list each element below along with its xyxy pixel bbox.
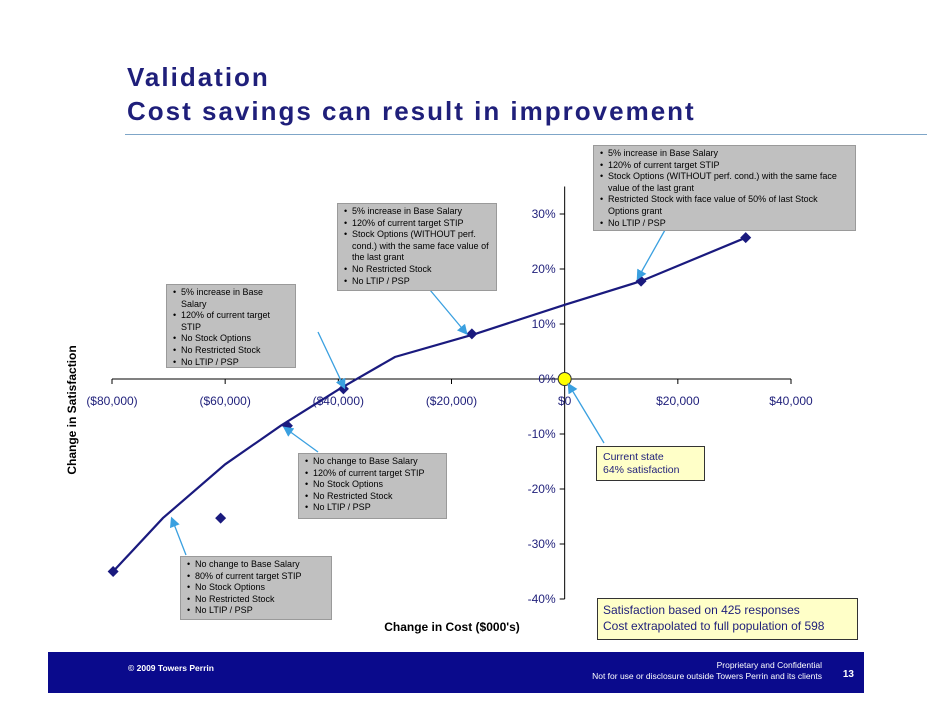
x-tick-label: ($20,000) [426, 394, 477, 408]
current-state-line-2: 64% satisfaction [603, 464, 680, 476]
callout-item: Stock Options (WITHOUT perf. cond.) with… [598, 171, 851, 194]
data-point-marker [215, 512, 227, 524]
footer-copyright: © 2009 Towers Perrin [128, 663, 214, 673]
x-tick-label: ($60,000) [199, 394, 250, 408]
callout-item: Stock Options (WITHOUT perf. cond.) with… [342, 229, 492, 264]
callout-item: No Restricted Stock [303, 491, 442, 503]
callout-item: No LTIP / PSP [342, 276, 492, 288]
x-tick-label: $20,000 [656, 394, 700, 408]
x-tick-label: $40,000 [769, 394, 813, 408]
y-tick-label: -10% [528, 427, 556, 441]
callout-arrow [282, 426, 319, 453]
data-point-marker [107, 566, 119, 577]
slide-title: Validation [127, 62, 270, 92]
callout-arrow [317, 331, 346, 390]
callout-item: 5% increase in Base Salary [342, 206, 492, 218]
callout-item: 5% increase in Base Salary [598, 148, 851, 160]
sample-note-line-2: Cost extrapolated to full population of … [603, 619, 825, 633]
data-point-marker [740, 232, 752, 244]
footer-bar: © 2009 Towers Perrin Proprietary and Con… [48, 652, 864, 693]
y-tick-label: -20% [528, 482, 556, 496]
y-axis-title: Change in Satisfaction [65, 345, 79, 474]
y-tick-label: 30% [532, 207, 556, 221]
callout-arrow [567, 382, 605, 444]
sample-note-line-1: Satisfaction based on 425 responses [603, 603, 800, 617]
y-tick-label: 20% [532, 262, 556, 276]
footer-confidentiality: Proprietary and Confidential Not for use… [592, 660, 822, 682]
callout-item: No change to Base Salary [185, 559, 327, 571]
callout-arrow [636, 229, 666, 281]
callout-item: 120% of current target STIP [342, 218, 492, 230]
callout-arrow [429, 289, 468, 335]
callout-item: 80% of current target STIP [185, 571, 327, 583]
callout-item: 120% of current target STIP [303, 468, 442, 480]
data-point-marker [466, 328, 478, 340]
confidential-line-2: Not for use or disclosure outside Towers… [592, 671, 822, 681]
slide-subtitle: Cost savings can result in improvement [127, 96, 696, 126]
y-tick-label: -30% [528, 537, 556, 551]
callout-item: No LTIP / PSP [303, 502, 442, 514]
callout-item: No LTIP / PSP [598, 218, 851, 230]
callout-item: No LTIP / PSP [171, 357, 291, 369]
callout-item: No Stock Options [303, 479, 442, 491]
callout-scenario-5: No change to Base Salary80% of current t… [180, 556, 332, 620]
y-tick-label: 10% [532, 317, 556, 331]
callout-item: 120% of current target STIP [598, 160, 851, 172]
callout-item: No change to Base Salary [303, 456, 442, 468]
current-state-marker [557, 372, 572, 386]
page-number: 13 [842, 669, 854, 680]
callout-item: No Restricted Stock [171, 345, 291, 357]
callout-arrow [169, 516, 187, 556]
callout-item: No Restricted Stock [185, 594, 327, 606]
sample-note-box: Satisfaction based on 425 responses Cost… [597, 598, 858, 640]
x-tick-label: ($80,000) [86, 394, 137, 408]
callout-item: No Stock Options [185, 582, 327, 594]
series-line [112, 236, 747, 573]
current-state-box: Current state 64% satisfaction [596, 446, 705, 481]
data-point-marker [635, 275, 647, 287]
callout-item: No Restricted Stock [342, 264, 492, 276]
callout-scenario-1: 5% increase in Base Salary120% of curren… [593, 145, 856, 231]
y-tick-label: -40% [528, 592, 556, 606]
callout-item: No LTIP / PSP [185, 605, 327, 617]
x-tick-label: $0 [558, 394, 572, 408]
callout-scenario-4: No change to Base Salary120% of current … [298, 453, 447, 519]
callout-item: No Stock Options [171, 333, 291, 345]
callout-scenario-3: 5% increase in Base Salary120% of curren… [166, 284, 296, 368]
confidential-line-1: Proprietary and Confidential [716, 660, 822, 670]
line-chart: ($80,000) ($60,000) ($40,000) ($20,000) $0 $2… [65, 186, 813, 634]
callout-item: Restricted Stock with face value of 50% … [598, 194, 851, 217]
y-tick-label: 0% [538, 372, 556, 386]
callout-scenario-2: 5% increase in Base Salary120% of curren… [337, 203, 497, 291]
callout-item: 5% increase in Base Salary [171, 287, 291, 310]
callout-item: 120% of current target STIP [171, 310, 291, 333]
title-divider [125, 134, 927, 135]
current-state-line-1: Current state [603, 451, 664, 463]
x-axis-title: Change in Cost ($000's) [384, 620, 520, 634]
